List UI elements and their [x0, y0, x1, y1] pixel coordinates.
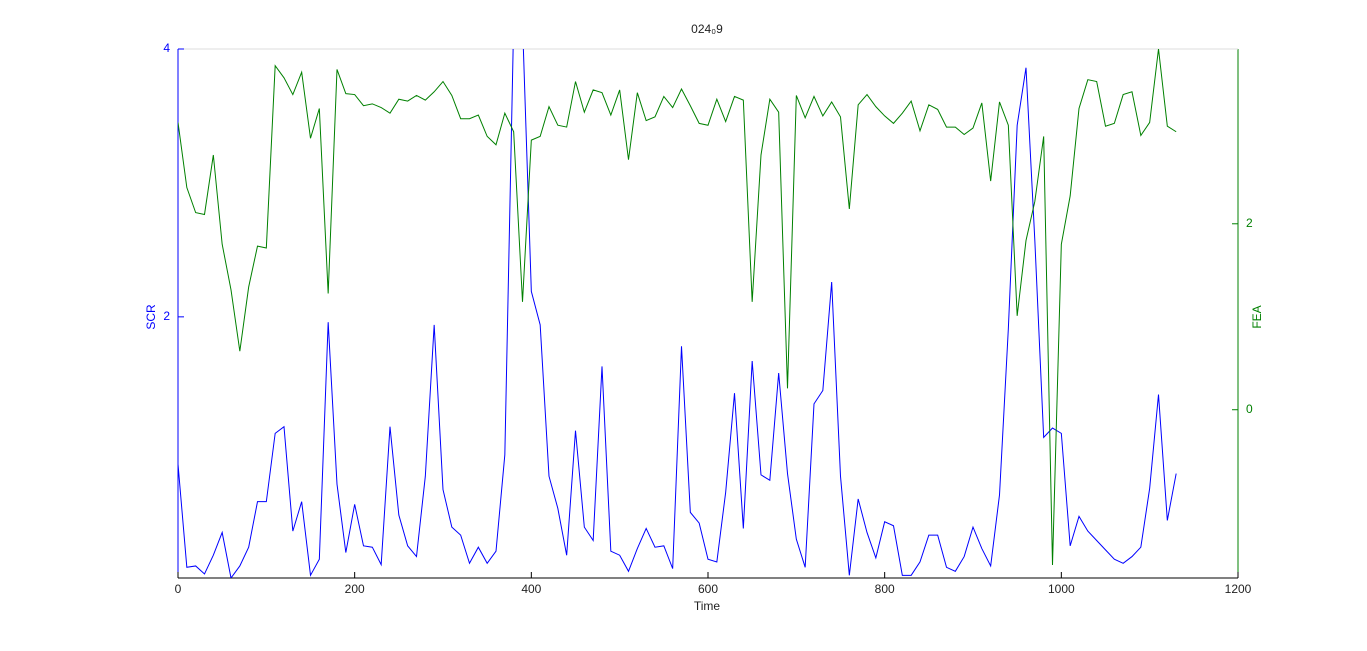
y-axis-label: SCR — [144, 304, 158, 330]
x-tick-label: 0 — [175, 582, 182, 596]
data-line — [178, 49, 1177, 578]
chart-title: 024₀9 — [691, 22, 723, 36]
x-axis-label: Time — [694, 599, 721, 613]
plot-area — [178, 49, 1238, 578]
x-tick-label: 200 — [345, 582, 365, 596]
data-line — [178, 49, 1177, 565]
y2-tick-label: 2 — [1246, 216, 1253, 230]
y-tick-label: 4 — [163, 41, 170, 55]
x-tick-label: 400 — [521, 582, 541, 596]
x-tick-label: 1000 — [1048, 582, 1075, 596]
y-tick-label: 2 — [163, 309, 170, 323]
y2-axis-label: FEA — [1250, 305, 1264, 328]
y2-tick-label: 0 — [1246, 402, 1253, 416]
plot-lines — [178, 49, 1177, 578]
x-tick-label: 1200 — [1225, 582, 1252, 596]
x-tick-label: 800 — [875, 582, 895, 596]
x-tick-label: 600 — [698, 582, 718, 596]
